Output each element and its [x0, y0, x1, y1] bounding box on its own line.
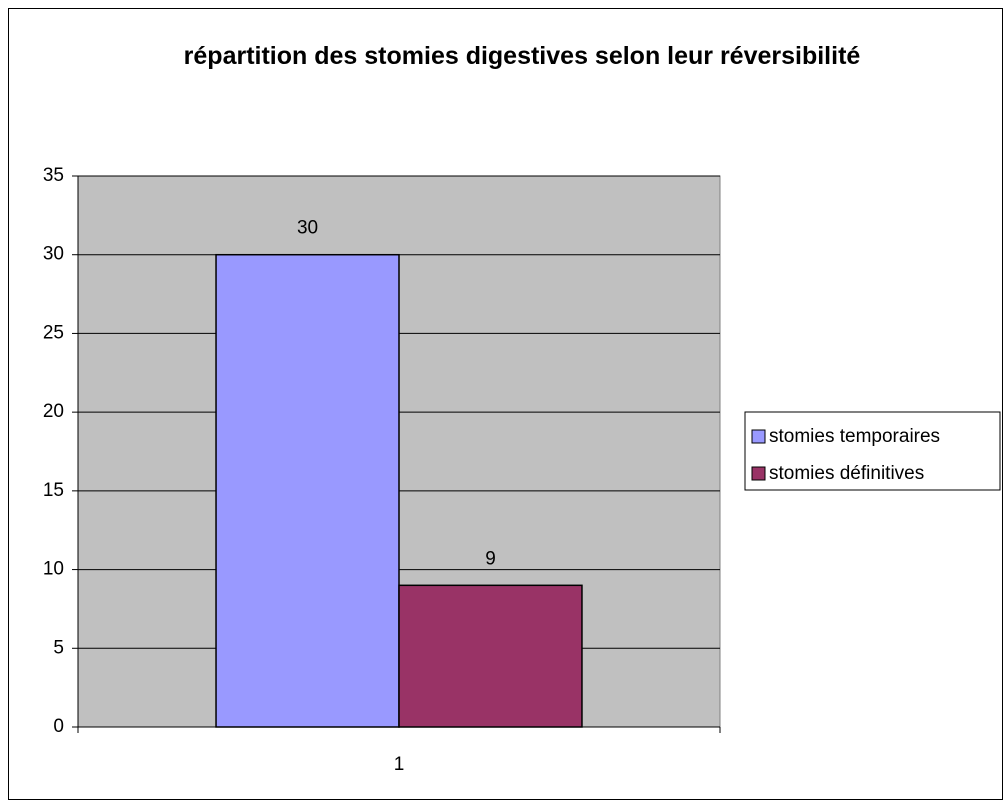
legend-box — [744, 411, 1001, 491]
y-tick-label: 25 — [43, 322, 64, 343]
legend-swatch — [751, 429, 766, 444]
data-label: 30 — [297, 218, 318, 239]
bar — [215, 253, 400, 728]
data-label: 9 — [485, 548, 496, 569]
x-tick-label: 1 — [394, 754, 405, 775]
y-tick-label: 30 — [43, 244, 64, 265]
bar — [398, 584, 583, 728]
y-tick-label: 15 — [43, 480, 64, 501]
chart-title: répartition des stomies digestives selon… — [183, 42, 861, 70]
y-tick-label: 5 — [53, 637, 64, 658]
y-tick-label: 10 — [43, 559, 64, 580]
legend-label: stomies définitives — [769, 463, 924, 484]
y-tick-label: 0 — [53, 716, 64, 737]
legend-label: stomies temporaires — [769, 426, 940, 447]
y-tick-label: 20 — [43, 401, 64, 422]
legend-swatch — [751, 466, 766, 481]
y-tick-label: 35 — [43, 165, 64, 186]
